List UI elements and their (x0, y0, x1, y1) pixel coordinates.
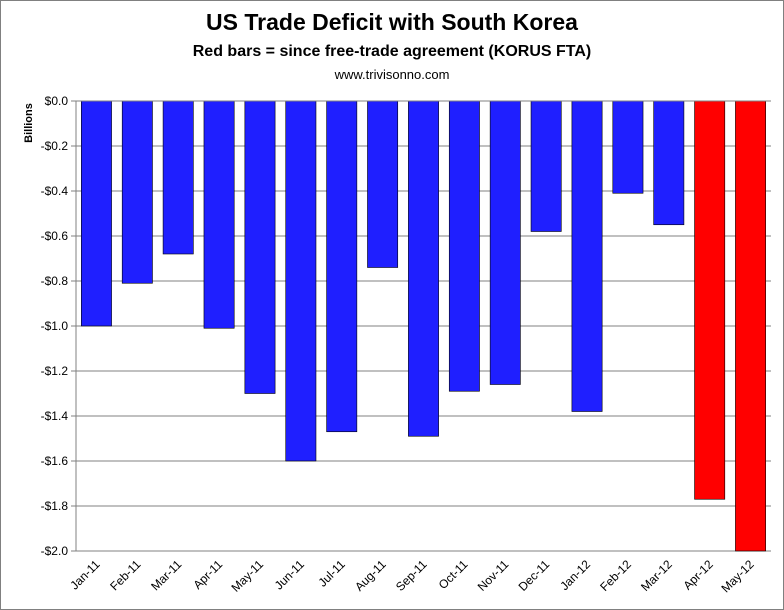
x-tick-label: Jul-11 (315, 557, 348, 590)
bar-jun-11 (285, 100, 317, 462)
x-tick-label: Apr-11 (190, 557, 225, 592)
bar-jan-11 (81, 100, 112, 327)
y-tick-label: -$1.4 (41, 409, 69, 423)
x-tick-label: Jan-12 (557, 557, 593, 593)
axes (71, 100, 771, 552)
y-tick-label: -$0.8 (41, 274, 69, 288)
y-tick-label: -$0.6 (41, 229, 69, 243)
bar-jan-12 (571, 100, 603, 412)
y-tick-label: -$1.0 (41, 319, 69, 333)
bar-mar-11 (162, 100, 194, 255)
x-tick-label: Apr-12 (680, 557, 716, 593)
x-tick-label: Oct-11 (436, 557, 471, 592)
y-tick-label: -$1.8 (41, 499, 69, 513)
bars (81, 100, 766, 552)
x-tick-label: May-11 (229, 557, 267, 595)
y-tick-labels: $0.0 -$0.2 -$0.4 -$0.6 -$0.8 -$1.0 -$1.2 -$1.4 -… (41, 94, 69, 558)
bar-may-12 (735, 100, 766, 552)
y-tick-label: $0.0 (45, 94, 69, 108)
bar-apr-11 (203, 100, 235, 329)
x-tick-label: Feb-11 (107, 557, 143, 593)
y-tick-label: -$0.4 (41, 184, 69, 198)
x-tick-label: Jun-11 (272, 557, 307, 592)
x-tick-label: May-12 (718, 557, 756, 595)
chart-source: www.trivisonno.com (334, 67, 450, 82)
y-tick-label: -$0.2 (41, 139, 69, 153)
x-tick-label: Feb-12 (597, 557, 634, 594)
y-tick-label: -$2.0 (41, 544, 69, 558)
x-tick-label: Sep-11 (393, 557, 430, 594)
y-axis-label: Billions (23, 103, 35, 143)
x-tick-label: Mar-11 (148, 557, 184, 593)
bar-mar-12 (653, 100, 685, 226)
bar-may-11 (244, 100, 276, 394)
x-tick-label: Nov-11 (475, 557, 512, 594)
bar-feb-12 (612, 100, 644, 194)
bar-nov-11 (489, 100, 521, 385)
chart-subtitle: Red bars = since free-trade agreement (K… (192, 43, 592, 60)
x-tick-label: Dec-11 (516, 557, 553, 594)
bar-dec-11 (530, 100, 562, 232)
bar-aug-11 (367, 100, 399, 268)
x-tick-label: Aug-11 (352, 557, 389, 594)
x-tick-label: Jan-11 (67, 557, 102, 592)
bar-oct-11 (448, 100, 480, 392)
chart-title: US Trade Deficit with South Korea (206, 9, 578, 35)
x-tick-label: Mar-12 (638, 557, 675, 594)
bar-apr-12 (694, 100, 726, 500)
bar-jul-11 (326, 100, 358, 433)
y-tick-label: -$1.2 (41, 364, 69, 378)
x-tick-labels: Jan-11 Feb-11 Mar-11 Apr-11 May-11 Jun-11 Jul-… (67, 557, 757, 595)
y-tick-label: -$1.6 (41, 454, 69, 468)
bar-sep-11 (408, 100, 439, 437)
bar-feb-11 (121, 100, 153, 284)
